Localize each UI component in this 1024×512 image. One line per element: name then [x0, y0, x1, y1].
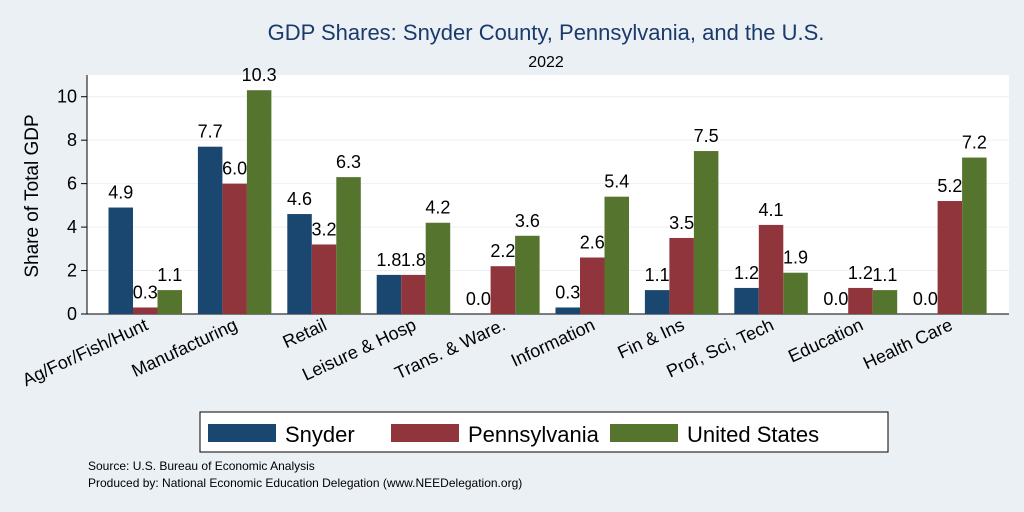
legend-label: Snyder [285, 422, 355, 447]
x-tick-label: Information [508, 314, 598, 370]
data-label: 0.3 [133, 282, 158, 302]
y-axis-label: Share of Total GDP [22, 114, 43, 277]
source-note: Source: U.S. Bureau of Economic Analysis [88, 459, 315, 473]
y-tick-label: 8 [67, 130, 77, 150]
y-tick-label: 10 [57, 87, 77, 107]
bar [644, 290, 670, 314]
legend-box [199, 411, 889, 453]
bar [515, 235, 540, 314]
data-label: 0.0 [823, 289, 848, 309]
bar [336, 177, 361, 314]
data-label: 4.2 [425, 198, 450, 218]
data-label: 0.3 [555, 282, 580, 302]
data-label: 3.5 [669, 213, 694, 233]
bar [311, 244, 337, 314]
legend-swatch [208, 424, 276, 442]
bar [693, 151, 719, 314]
y-tick-label: 0 [67, 304, 77, 324]
data-label: 5.4 [604, 172, 629, 192]
bar [783, 272, 808, 314]
data-label: 0.0 [913, 289, 938, 309]
legend-label: Pennsylvania [468, 422, 600, 447]
data-label: 10.3 [242, 65, 277, 85]
data-label: 1.1 [645, 265, 670, 285]
y-axis: 0 2 4 6 8 10 [57, 75, 1009, 324]
bar [490, 266, 516, 314]
data-label: 1.2 [848, 263, 873, 283]
data-label: 2.6 [580, 233, 605, 253]
bar [734, 287, 759, 314]
data-label: 1.2 [734, 263, 759, 283]
x-tick-label: Fin & Ins [615, 314, 688, 362]
bar [848, 287, 873, 314]
y-tick-label: 6 [67, 174, 77, 194]
data-label: 4.6 [287, 189, 312, 209]
chart-subtitle: 2022 [528, 54, 564, 71]
data-label: 7.7 [198, 122, 223, 142]
bar [669, 237, 694, 314]
x-tick-label: Health Care [860, 314, 956, 373]
data-label: 7.2 [962, 133, 987, 153]
data-label: 6.0 [222, 159, 247, 179]
bar [108, 207, 133, 314]
bar [962, 157, 987, 314]
bar [222, 183, 247, 314]
data-label: 6.3 [336, 152, 361, 172]
chart-title: GDP Shares: Snyder County, Pennsylvania,… [268, 20, 825, 45]
data-label: 3.2 [312, 219, 337, 239]
value-labels: 4.90.31.17.76.010.34.63.26.31.8 1.84.20.0… [108, 65, 987, 309]
y-tick-label: 2 [67, 261, 77, 281]
bar [758, 224, 784, 314]
bar [376, 274, 402, 314]
bar [157, 290, 182, 314]
data-label: 4.1 [759, 200, 784, 220]
data-label: 2.2 [490, 241, 515, 261]
data-label: 3.6 [515, 211, 540, 231]
legend-label: United States [687, 422, 819, 447]
data-label: 1.9 [783, 248, 808, 268]
data-label: 1.8 [401, 250, 426, 270]
data-label: 4.9 [108, 183, 133, 203]
produced-note: Produced by: National Economic Education… [88, 476, 522, 490]
bar [872, 290, 898, 314]
bar [937, 201, 963, 314]
bar [287, 214, 312, 314]
bar [197, 146, 223, 314]
legend-swatch [610, 424, 678, 442]
bar [580, 257, 605, 314]
bars [108, 90, 987, 314]
data-label: 1.8 [376, 250, 401, 270]
x-tick-label: Ag/For/Fish/Hunt [19, 314, 151, 390]
data-label: 1.1 [872, 265, 897, 285]
y-tick-label: 4 [67, 217, 77, 237]
bar [133, 307, 158, 314]
data-label: 5.2 [937, 176, 962, 196]
legend-swatch [391, 424, 459, 442]
bar [425, 222, 451, 314]
bar [246, 90, 272, 314]
x-tick-label: Retail [280, 314, 330, 352]
data-label: 0.0 [466, 289, 491, 309]
bar [604, 196, 629, 314]
legend: Snyder Pennsylvania United States [199, 411, 889, 453]
bar [555, 307, 580, 314]
x-tick-label: Education [785, 314, 866, 366]
bar [401, 274, 426, 314]
data-label: 1.1 [157, 265, 182, 285]
data-label: 7.5 [694, 126, 719, 146]
